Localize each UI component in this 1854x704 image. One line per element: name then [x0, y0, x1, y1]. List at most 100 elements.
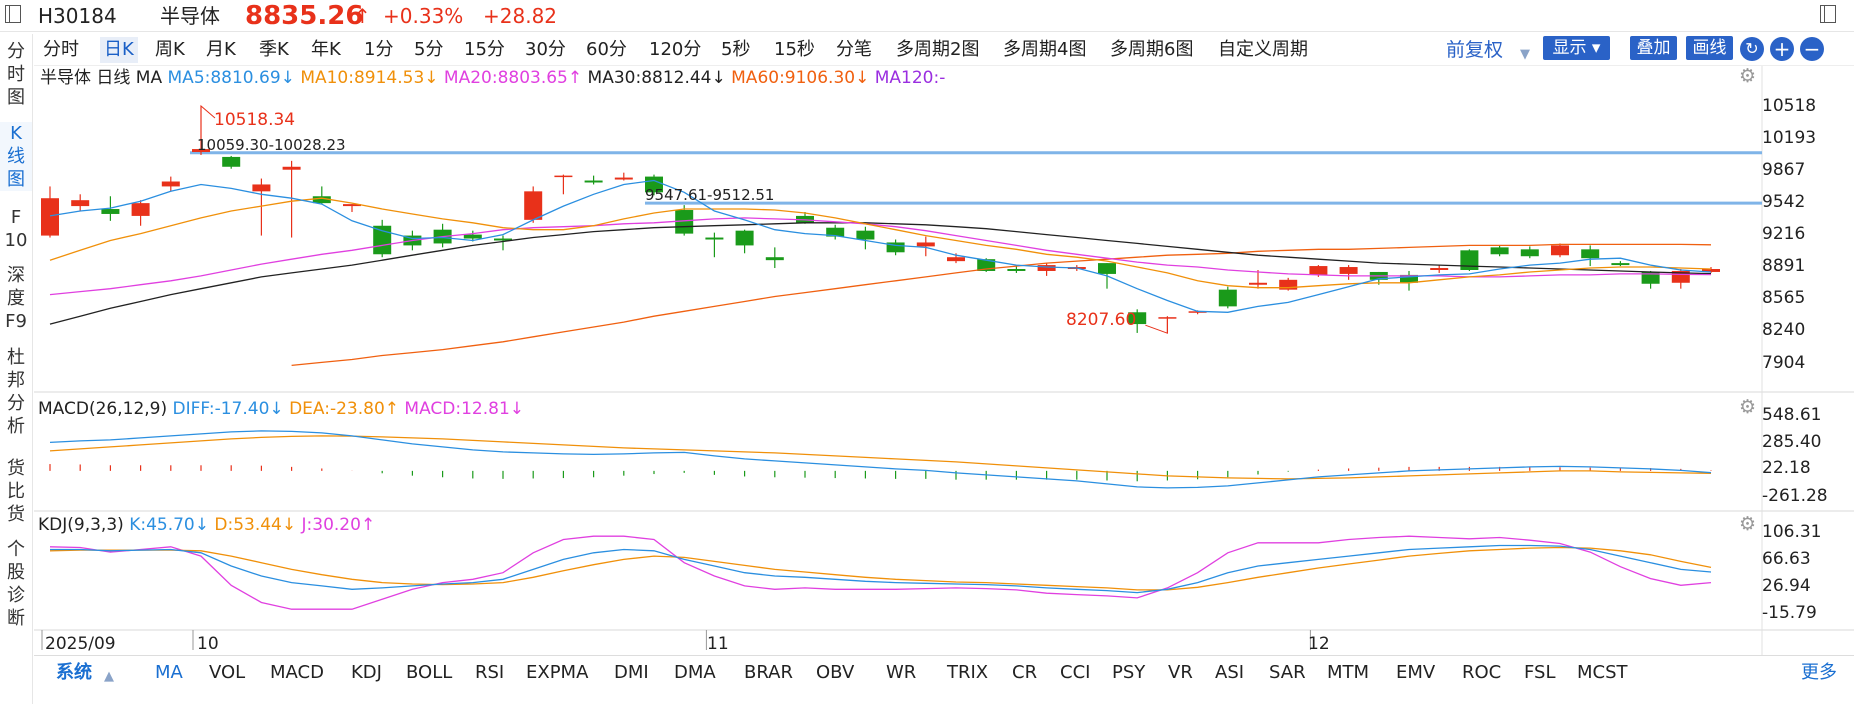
- ind-emv[interactable]: EMV: [1396, 662, 1436, 683]
- ind-roc[interactable]: ROC: [1462, 662, 1502, 683]
- tab-5min[interactable]: 5分: [414, 39, 444, 60]
- tab-yearly[interactable]: 年K: [311, 39, 341, 60]
- restore-dropdown[interactable]: 前复权: [1446, 39, 1504, 61]
- ind-psy[interactable]: PSY: [1112, 662, 1146, 683]
- y-tick: 8565: [1762, 288, 1806, 308]
- tab-5sec[interactable]: 5秒: [721, 39, 751, 60]
- ind-sar[interactable]: SAR: [1269, 662, 1306, 683]
- tab-30min[interactable]: 30分: [525, 39, 566, 60]
- candle-body: [1128, 312, 1147, 325]
- ind-boll[interactable]: BOLL: [406, 662, 453, 683]
- ind-kdj[interactable]: KDJ: [351, 662, 382, 683]
- draw-line-button[interactable]: 画线: [1686, 36, 1733, 60]
- candle-body: [1098, 263, 1116, 274]
- ind-fsl[interactable]: FSL: [1524, 662, 1556, 683]
- tab-multi-4[interactable]: 多周期4图: [1003, 39, 1087, 60]
- tab-tick[interactable]: 分笔: [836, 39, 872, 60]
- tab-custom-period[interactable]: 自定义周期: [1218, 39, 1308, 60]
- ind-wr[interactable]: WR: [886, 662, 917, 683]
- tab-monthly[interactable]: 月K: [206, 39, 236, 60]
- more-indicators-link[interactable]: 更多: [1801, 662, 1837, 683]
- macd-settings-gear-icon[interactable]: ⚙: [1739, 396, 1757, 418]
- ind-mtm[interactable]: MTM: [1327, 662, 1370, 683]
- nav-intraday[interactable]: 分 时 图: [7, 41, 25, 108]
- ind-vol[interactable]: VOL: [209, 662, 246, 683]
- candle-body: [584, 180, 603, 183]
- candle-body: [1611, 263, 1630, 266]
- system-tab[interactable]: 系统: [56, 662, 92, 683]
- index-name: 半导体: [160, 4, 220, 28]
- kdj-j: J:30.20↑: [301, 515, 376, 535]
- ma60-value: MA60:9106.30↓: [731, 68, 870, 88]
- ind-obv[interactable]: OBV: [816, 662, 855, 683]
- zoom-out-button[interactable]: −: [1800, 37, 1824, 61]
- up-arrow-icon: ↑: [354, 4, 371, 28]
- nav-diagnosis[interactable]: 个 股 诊 断: [7, 539, 25, 629]
- candle-body: [705, 237, 724, 240]
- ind-macd[interactable]: MACD: [270, 662, 324, 683]
- ind-asi[interactable]: ASI: [1215, 662, 1245, 683]
- ind-ma[interactable]: MA: [155, 662, 183, 683]
- kdj-k: K:45.70↓: [129, 515, 209, 535]
- ind-expma[interactable]: EXPMA: [526, 662, 589, 683]
- refresh-icon[interactable]: ↻: [1740, 37, 1764, 61]
- ind-dma[interactable]: DMA: [674, 662, 716, 683]
- tab-1min[interactable]: 1分: [364, 39, 394, 60]
- tab-multi-2[interactable]: 多周期2图: [896, 39, 980, 60]
- tab-multi-6[interactable]: 多周期6图: [1110, 39, 1194, 60]
- tab-weekly[interactable]: 周K: [155, 39, 185, 60]
- ind-vr[interactable]: VR: [1168, 662, 1193, 683]
- nav-dupont[interactable]: 杜 邦 分 析: [7, 347, 25, 437]
- candle-body: [161, 181, 180, 187]
- tab-60min[interactable]: 60分: [586, 39, 627, 60]
- tab-15min[interactable]: 15分: [464, 39, 505, 60]
- kdj-settings-gear-icon[interactable]: ⚙: [1739, 513, 1757, 535]
- system-up-icon[interactable]: ▲: [104, 669, 114, 684]
- ind-cci[interactable]: CCI: [1060, 662, 1091, 683]
- nav-kline[interactable]: K 线 图: [0, 122, 32, 191]
- candle-body: [554, 175, 573, 178]
- ind-cr[interactable]: CR: [1012, 662, 1038, 683]
- tab-15sec[interactable]: 15秒: [774, 39, 815, 60]
- candle-body: [1279, 279, 1298, 290]
- tab-intraday[interactable]: 分时: [43, 39, 79, 60]
- nav-compare[interactable]: 货 比 货: [7, 458, 25, 525]
- candle-body: [343, 204, 361, 207]
- candle-body: [735, 230, 754, 246]
- restore-chevron-icon[interactable]: ▼: [1520, 47, 1530, 62]
- quote-header: H30184 半导体 8835.26 ↑ +0.33% +28.82: [0, 0, 1854, 32]
- y-tick: 10193: [1762, 128, 1817, 148]
- candle-body: [494, 238, 512, 241]
- tab-daily[interactable]: 日K: [100, 37, 138, 63]
- y-tick: 10518: [1762, 96, 1817, 116]
- main-settings-gear-icon[interactable]: ⚙: [1739, 65, 1757, 87]
- overlay-button[interactable]: 叠加: [1630, 36, 1677, 60]
- ind-dmi[interactable]: DMI: [614, 662, 649, 683]
- macd-title: MACD(26,12,9): [38, 399, 168, 419]
- tab-120min[interactable]: 120分: [649, 39, 702, 60]
- candle-body: [71, 200, 90, 207]
- nav-depth-f9[interactable]: 深 度 F9: [5, 265, 27, 332]
- ma120-value: MA120:-: [874, 68, 946, 88]
- ma30-line: [49, 222, 1712, 325]
- low-marker: [1145, 319, 1168, 334]
- candle-body: [41, 198, 59, 236]
- macd-tick: -261.28: [1762, 486, 1828, 506]
- ind-rsi[interactable]: RSI: [475, 662, 505, 683]
- sidebar-toggle-icon[interactable]: [5, 5, 21, 23]
- x-label: 11: [707, 634, 729, 654]
- x-label: 10: [197, 634, 219, 654]
- display-button[interactable]: 显示 ▾: [1543, 36, 1610, 60]
- ind-trix[interactable]: TRIX: [947, 662, 989, 683]
- nav-f10[interactable]: F 10: [4, 207, 28, 251]
- x-label: 2025/09: [45, 634, 116, 654]
- window-restore-icon[interactable]: [1820, 5, 1836, 23]
- ma10-value: MA10:8914.53↓: [300, 68, 439, 88]
- ma10-line: [49, 197, 1712, 289]
- zoom-in-button[interactable]: +: [1770, 37, 1794, 61]
- ind-brar[interactable]: BRAR: [744, 662, 793, 683]
- ind-mcst[interactable]: MCST: [1577, 662, 1628, 683]
- kdj-tick: 66.63: [1762, 549, 1811, 569]
- tab-quarterly[interactable]: 季K: [259, 39, 289, 60]
